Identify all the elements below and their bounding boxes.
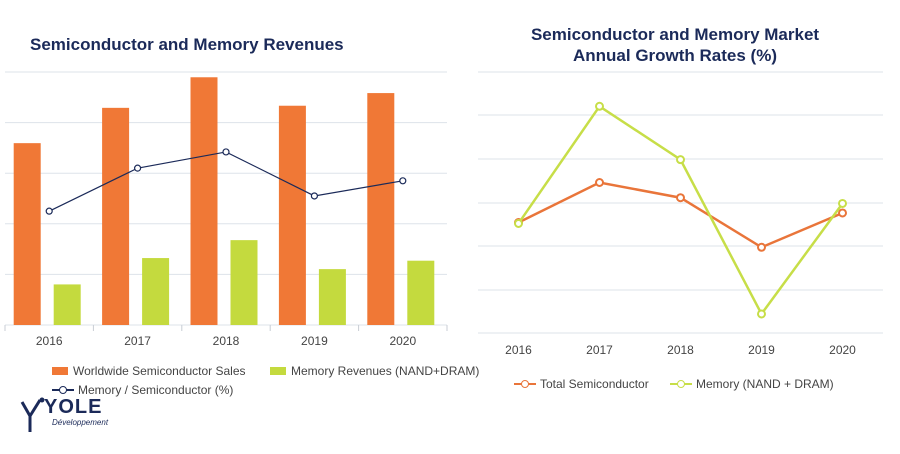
total-semiconductor-line	[517, 181, 843, 249]
x-tick-label: 2019	[301, 334, 328, 348]
yole-logo: YOLE Développement	[18, 396, 128, 436]
memory-growth-point	[838, 198, 847, 208]
legend-memory-growth: Memory (NAND + DRAM)	[670, 377, 834, 391]
legend-label: Worldwide Semiconductor Sales	[73, 364, 246, 378]
bar-memory-revenues	[230, 240, 258, 325]
x-tick-label: 2018	[667, 343, 694, 357]
ratio-point	[45, 207, 53, 215]
legend-memory-revenues: Memory Revenues (NAND+DRAM)	[270, 364, 479, 378]
total-semiconductor-point	[595, 177, 604, 187]
x-tick-label: 2016	[505, 343, 532, 357]
left-chart-title: Semiconductor and Memory Revenues	[30, 35, 344, 54]
bar-semiconductor-sales	[102, 107, 130, 325]
legend-line-swatch	[514, 379, 536, 389]
x-tick-label: 2020	[829, 343, 856, 357]
x-tick-label: 2019	[748, 343, 775, 357]
x-tick-label: 2018	[213, 334, 240, 348]
bar-memory-revenues	[142, 258, 170, 325]
total-semiconductor-point	[757, 242, 766, 252]
memory-growth-point	[514, 218, 523, 228]
bar-semiconductor-sales	[278, 105, 306, 325]
legend-line-swatch	[52, 385, 74, 395]
ratio-point	[399, 177, 407, 185]
ratio-point	[310, 192, 318, 200]
legend-line-swatch	[670, 379, 692, 389]
total-semiconductor-point	[676, 193, 685, 203]
yole-logo-mark-icon	[20, 397, 45, 432]
legend-label: Memory Revenues (NAND+DRAM)	[291, 364, 480, 378]
memory-growth-point	[757, 309, 766, 319]
x-tick-label: 2020	[389, 334, 416, 348]
legend-total-semiconductor: Total Semiconductor	[514, 377, 649, 391]
logo-subtitle: Développement	[52, 418, 109, 427]
legend-label: Total Semiconductor	[540, 377, 649, 391]
bar-semiconductor-sales	[13, 143, 41, 325]
ratio-point	[222, 148, 230, 156]
memory-growth-point	[676, 155, 685, 165]
bar-memory-revenues	[318, 269, 346, 325]
legend-memory-ratio: Memory / Semiconductor (%)	[52, 383, 233, 397]
legend-label: Memory (NAND + DRAM)	[696, 377, 834, 391]
bar-semiconductor-sales	[190, 77, 218, 325]
bar-memory-revenues	[407, 260, 435, 325]
memory-growth-point	[595, 101, 604, 111]
ratio-point	[134, 164, 142, 172]
logo-text: YOLE	[44, 396, 103, 418]
memory-growth-line	[517, 104, 844, 317]
x-tick-label: 2017	[124, 334, 151, 348]
legend-label: Memory / Semiconductor (%)	[78, 383, 234, 397]
bar-memory-revenues	[53, 284, 81, 325]
legend-semiconductor-sales: Worldwide Semiconductor Sales	[52, 364, 246, 378]
x-tick-label: 2016	[36, 334, 63, 348]
bar-semiconductor-sales	[367, 93, 395, 325]
legend-swatch-orange	[52, 367, 68, 375]
total-semiconductor-point	[838, 208, 847, 218]
legend-swatch-green	[270, 367, 286, 375]
x-tick-label: 2017	[586, 343, 613, 357]
right-chart-title: Semiconductor and Memory Market Annual Gr…	[530, 25, 820, 65]
